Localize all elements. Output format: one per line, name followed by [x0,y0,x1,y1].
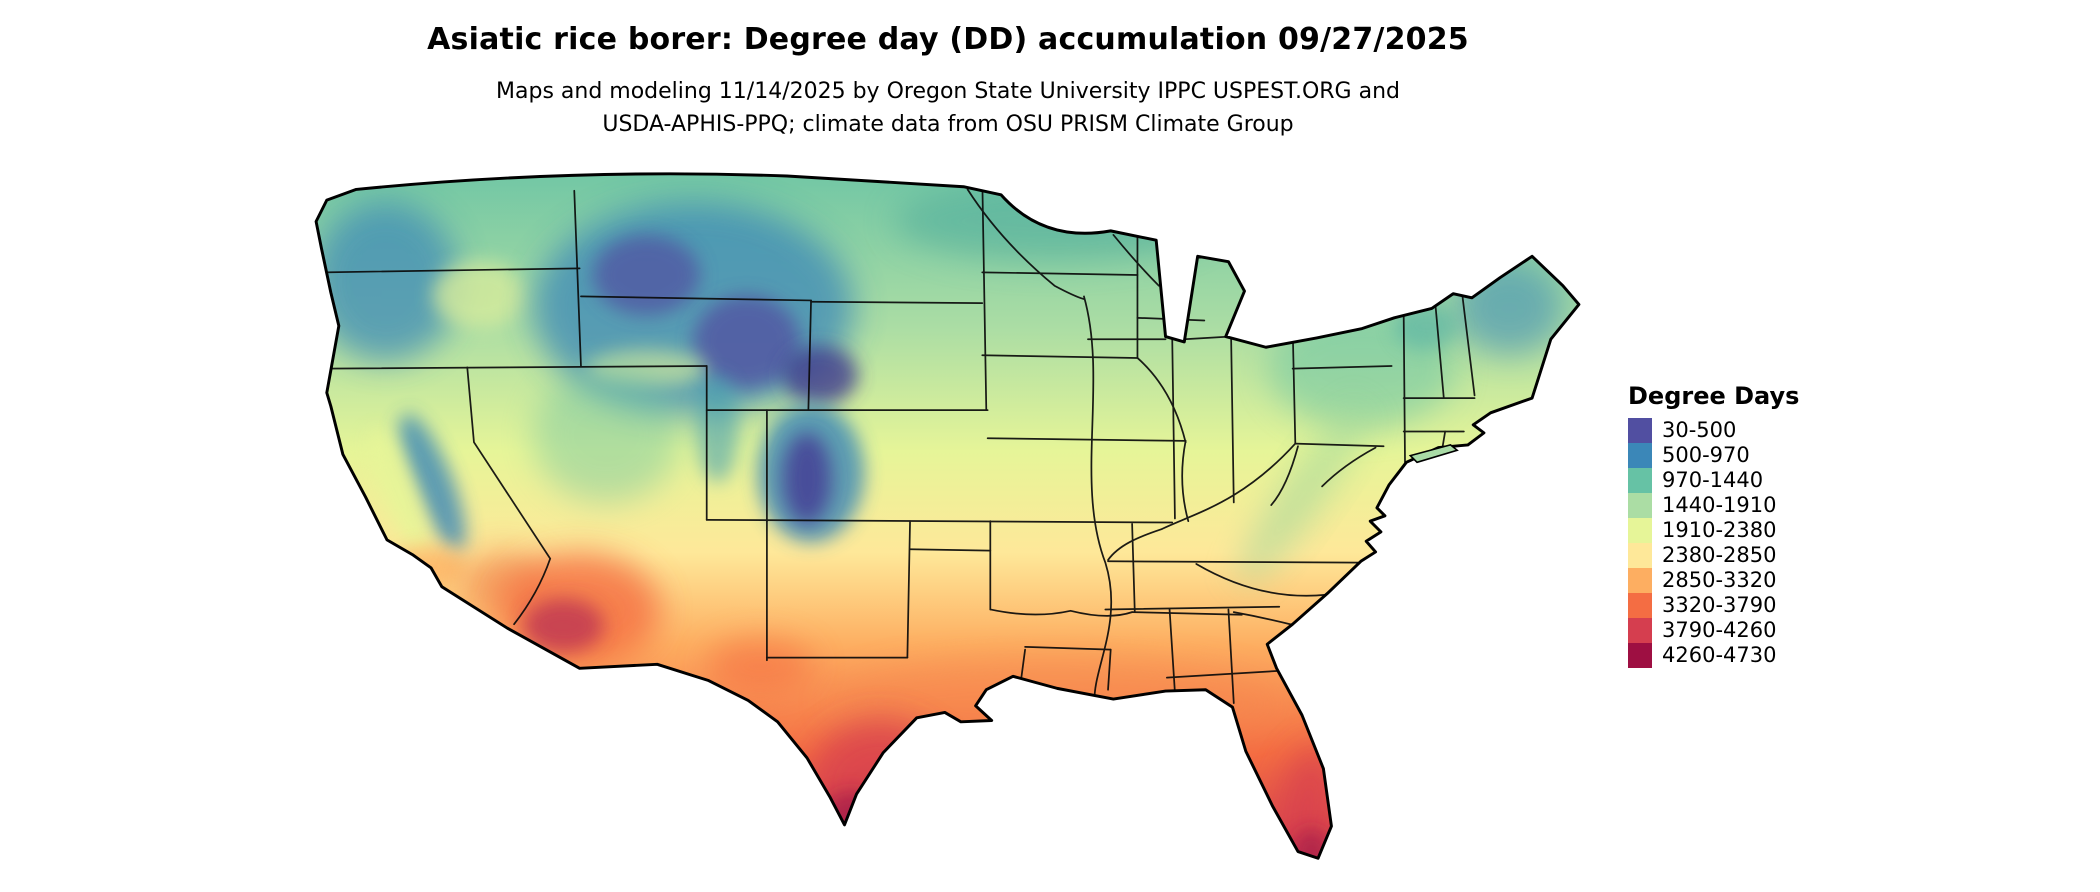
legend-title: Degree Days [1628,382,1800,410]
legend-swatch [1628,443,1652,468]
legend-item: 3320-3790 [1628,593,1878,618]
us-degree-day-map [305,168,1590,877]
state-boundaries [320,177,1476,704]
legend-swatch [1628,643,1652,668]
legend-label: 2380-2850 [1662,543,1777,567]
legend-label: 4260-4730 [1662,643,1777,667]
legend-label: 3790-4260 [1662,618,1777,642]
legend-swatch [1628,593,1652,618]
map-fill [316,173,1579,859]
legend-item: 2850-3320 [1628,568,1878,593]
legend-label: 500-970 [1662,443,1750,467]
legend-item: 1440-1910 [1628,493,1878,518]
legend-swatch [1628,493,1652,518]
legend-label: 30-500 [1662,418,1737,442]
legend-item: 3790-4260 [1628,618,1878,643]
legend-swatch [1628,518,1652,543]
legend-label: 2850-3320 [1662,568,1777,592]
legend: Degree Days 30-500 500-970 970-1440 1440… [1628,382,1878,668]
legend-item: 970-1440 [1628,468,1878,493]
legend-swatch [1628,618,1652,643]
legend-item: 30-500 [1628,418,1878,443]
legend-label: 1910-2380 [1662,518,1777,542]
legend-swatch [1628,543,1652,568]
legend-item: 500-970 [1628,443,1878,468]
legend-label: 3320-3790 [1662,593,1777,617]
legend-item: 2380-2850 [1628,543,1878,568]
subtitle-line-2: USDA-APHIS-PPQ; climate data from OSU PR… [602,112,1294,137]
legend-swatch [1628,418,1652,443]
page-title: Asiatic rice borer: Degree day (DD) accu… [427,22,1469,57]
legend-item: 1910-2380 [1628,518,1878,543]
long-island [1408,444,1459,464]
legend-label: 970-1440 [1662,468,1764,492]
legend-swatch [1628,568,1652,593]
figure-header: Asiatic rice borer: Degree day (DD) accu… [0,22,1896,141]
legend-item: 4260-4730 [1628,643,1878,668]
subtitle-line-1: Maps and modeling 11/14/2025 by Oregon S… [496,79,1400,104]
legend-label: 1440-1910 [1662,493,1777,517]
legend-swatch [1628,468,1652,493]
